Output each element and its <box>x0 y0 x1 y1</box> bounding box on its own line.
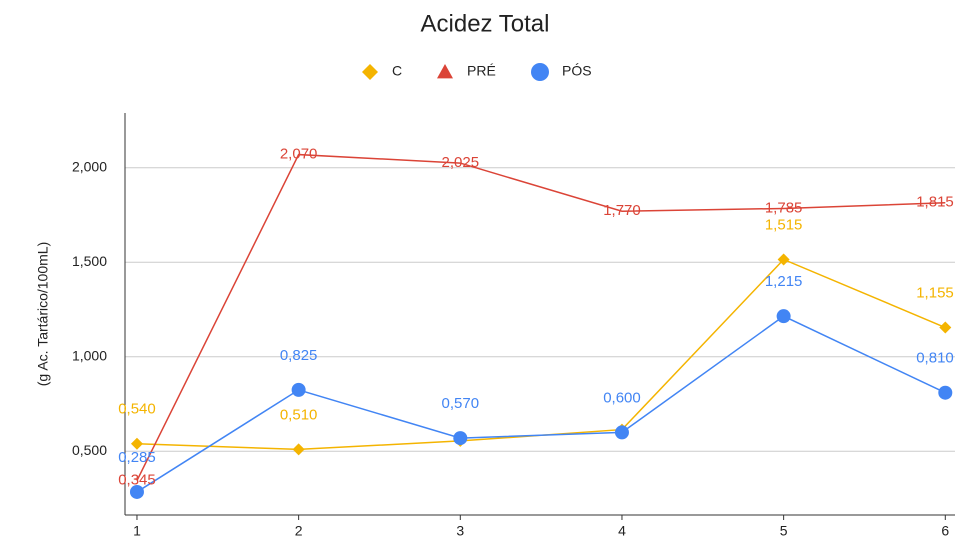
point <box>938 385 953 400</box>
data-label: 1,215 <box>765 273 803 290</box>
data-label: 1,815 <box>916 194 954 211</box>
data-label: 0,570 <box>442 395 480 412</box>
data-label: 0,285 <box>118 449 156 466</box>
legend-label: PÓS <box>562 63 592 79</box>
data-label: 2,070 <box>280 146 318 163</box>
y-tick-label: 0,500 <box>72 442 107 458</box>
data-label: 0,345 <box>118 472 156 489</box>
legend-marker <box>531 63 549 81</box>
data-label: 0,510 <box>280 406 318 423</box>
x-tick-label: 2 <box>295 523 303 539</box>
data-label: 1,785 <box>765 199 803 216</box>
data-label: 1,155 <box>916 284 954 301</box>
data-label: 2,025 <box>442 154 480 171</box>
chart-title: Acidez Total <box>421 10 550 37</box>
x-tick-label: 6 <box>941 523 949 539</box>
data-label: 1,515 <box>765 216 803 233</box>
series-line <box>136 258 946 451</box>
legend-label: C <box>392 63 402 79</box>
point <box>776 309 791 324</box>
data-label: 0,540 <box>118 401 156 418</box>
data-label: 0,825 <box>280 347 318 364</box>
point <box>129 484 144 499</box>
point <box>453 431 468 446</box>
y-tick-label: 1,500 <box>72 253 107 269</box>
legend-marker <box>437 64 453 79</box>
data-label: 0,810 <box>916 350 954 367</box>
x-tick-label: 1 <box>133 523 141 539</box>
point <box>777 253 790 266</box>
point <box>292 443 305 456</box>
point <box>291 382 306 397</box>
series-line <box>136 315 946 493</box>
point <box>939 321 952 334</box>
y-tick-label: 1,000 <box>72 348 107 364</box>
series-line <box>136 153 946 481</box>
x-tick-label: 3 <box>456 523 464 539</box>
x-tick-label: 5 <box>780 523 788 539</box>
y-axis-label: (g Ac. Tartárico/100mL) <box>35 242 51 386</box>
legend-marker <box>362 64 378 80</box>
point <box>614 425 629 440</box>
point <box>130 437 143 450</box>
legend-label: PRÉ <box>467 63 496 79</box>
y-tick-label: 2,000 <box>72 159 107 175</box>
data-label: 1,770 <box>603 202 641 219</box>
x-tick-label: 4 <box>618 523 626 539</box>
data-label: 0,600 <box>603 389 641 406</box>
